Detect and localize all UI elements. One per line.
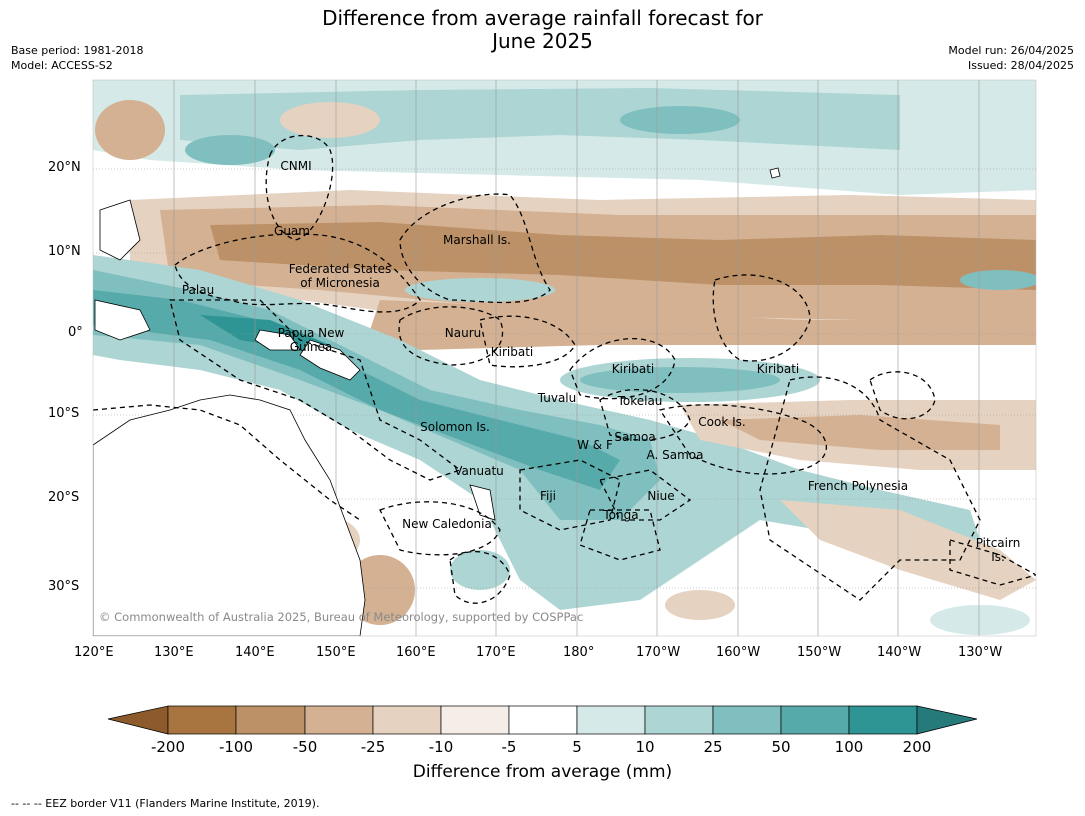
colorbar-label: 25 (703, 738, 723, 756)
region-label-palau: Palau (181, 283, 215, 297)
lon-tick-150w: 150°W (797, 645, 842, 660)
base-period: Base period: 1981-2018 (11, 44, 144, 57)
colorbar-label: -10 (428, 738, 454, 756)
region-label-nauru: Nauru (444, 326, 482, 340)
colorbar-label: 100 (834, 738, 864, 756)
north-wet-band-2 (180, 88, 900, 150)
colorbar-label: -100 (218, 738, 254, 756)
region-label-solomon: Solomon Is. (420, 420, 490, 434)
colorbar-label: 50 (771, 738, 791, 756)
region-label-tokelau: Tokelau (617, 394, 663, 408)
region-label-png-2: Guinea (289, 340, 333, 354)
colorbar-high-arrow (916, 705, 978, 735)
lat-tick-0: 0° (68, 325, 83, 340)
colorbar-label: -200 (150, 738, 186, 756)
lon-tick-150e: 150°E (316, 645, 356, 660)
colorbar-label: -50 (292, 738, 318, 756)
lon-tick-130e: 130°E (154, 645, 194, 660)
title-line-1: Difference from average rainfall forecas… (322, 6, 763, 30)
colorbar-label: 10 (635, 738, 655, 756)
lon-tick-140w: 140°W (877, 645, 922, 660)
region-label-vanuatu: Vanuatu (454, 464, 504, 478)
region-label-kiribati-east: Kiribati (756, 362, 800, 376)
meta-right: Model run: 26/04/2025 Issued: 28/04/2025 (948, 43, 1074, 73)
dry-band-se-2 (720, 415, 1000, 450)
title-line-2: June 2025 (492, 29, 593, 53)
region-label-asamoa: A. Samoa (646, 448, 704, 462)
lon-tick-120e: 120°E (74, 645, 114, 660)
lon-tick-160w: 160°W (716, 645, 761, 660)
map-title: Difference from average rainfall forecas… (0, 7, 1085, 53)
region-label-wf: W & F (577, 438, 613, 452)
lon-tick-130w: 130°W (958, 645, 1003, 660)
region-label-kiribati-central: Kiribati (611, 362, 655, 376)
colorbar-label: -5 (501, 738, 517, 756)
model-name: Model: ACCESS-S2 (11, 59, 113, 72)
lat-tick-10n: 10°N (48, 244, 81, 259)
region-label-fiji: Fiji (539, 489, 557, 503)
lon-tick-170e: 170°E (476, 645, 516, 660)
region-label-pitcairn-1: Pitcairn (975, 536, 1021, 550)
lon-tick-160e: 160°E (396, 645, 436, 660)
meta-left: Base period: 1981-2018 Model: ACCESS-S2 (11, 43, 143, 73)
colorbar-label: 5 (572, 738, 582, 756)
dry-band-se-3 (780, 500, 1036, 600)
colorbar-label: -25 (360, 738, 386, 756)
eez-footnote: -- -- -- EEZ border V11 (Flanders Marine… (11, 797, 320, 810)
region-label-samoa: Samoa (614, 430, 656, 444)
region-label-niue: Niue (647, 489, 675, 503)
region-label-cnmi: CNMI (280, 159, 312, 173)
dry-band-north-3 (210, 222, 1036, 290)
region-label-fsm-1: Federated States (288, 262, 392, 276)
colorbar-label: 200 (902, 738, 932, 756)
region-label-guam: Guam (274, 224, 310, 238)
colorbar-low-arrow (107, 705, 169, 735)
region-label-cook: Cook Is. (698, 415, 746, 429)
region-label-kiribati-west: Kiribati (490, 345, 534, 359)
region-label-tuvalu: Tuvalu (537, 391, 577, 405)
region-label-pitcairn-2: Is. (991, 550, 1005, 564)
issued-date: Issued: 28/04/2025 (967, 59, 1074, 72)
region-label-png-1: Papua New (277, 326, 345, 340)
colorbar (107, 705, 978, 735)
lon-tick-180: 180° (563, 645, 595, 660)
copyright-note: © Commonwealth of Australia 2025, Bureau… (99, 610, 584, 624)
map-area (93, 80, 1036, 636)
region-label-french-polynesia: French Polynesia (807, 479, 909, 493)
lat-tick-10s: 10°S (48, 406, 80, 421)
coastlines (93, 199, 496, 636)
equatorial-dry (370, 300, 1036, 350)
eez-borders (93, 134, 1036, 604)
lon-tick-170w: 170°W (636, 645, 681, 660)
region-label-tonga: Tonga (603, 508, 639, 522)
lon-tick-140e: 140°E (235, 645, 275, 660)
region-label-new-caledonia: New Caledonia (402, 517, 492, 531)
region-label-marshall: Marshall Is. (443, 233, 511, 247)
wet-band-sw-3 (93, 290, 620, 490)
model-run: Model run: 26/04/2025 (948, 44, 1074, 57)
lat-tick-30s: 30°S (48, 579, 80, 594)
region-label-fsm-2: of Micronesia (300, 276, 380, 290)
colorbar-title: Difference from average (mm) (412, 762, 673, 782)
lat-tick-20n: 20°N (48, 160, 81, 175)
lat-tick-20s: 20°S (48, 490, 80, 505)
